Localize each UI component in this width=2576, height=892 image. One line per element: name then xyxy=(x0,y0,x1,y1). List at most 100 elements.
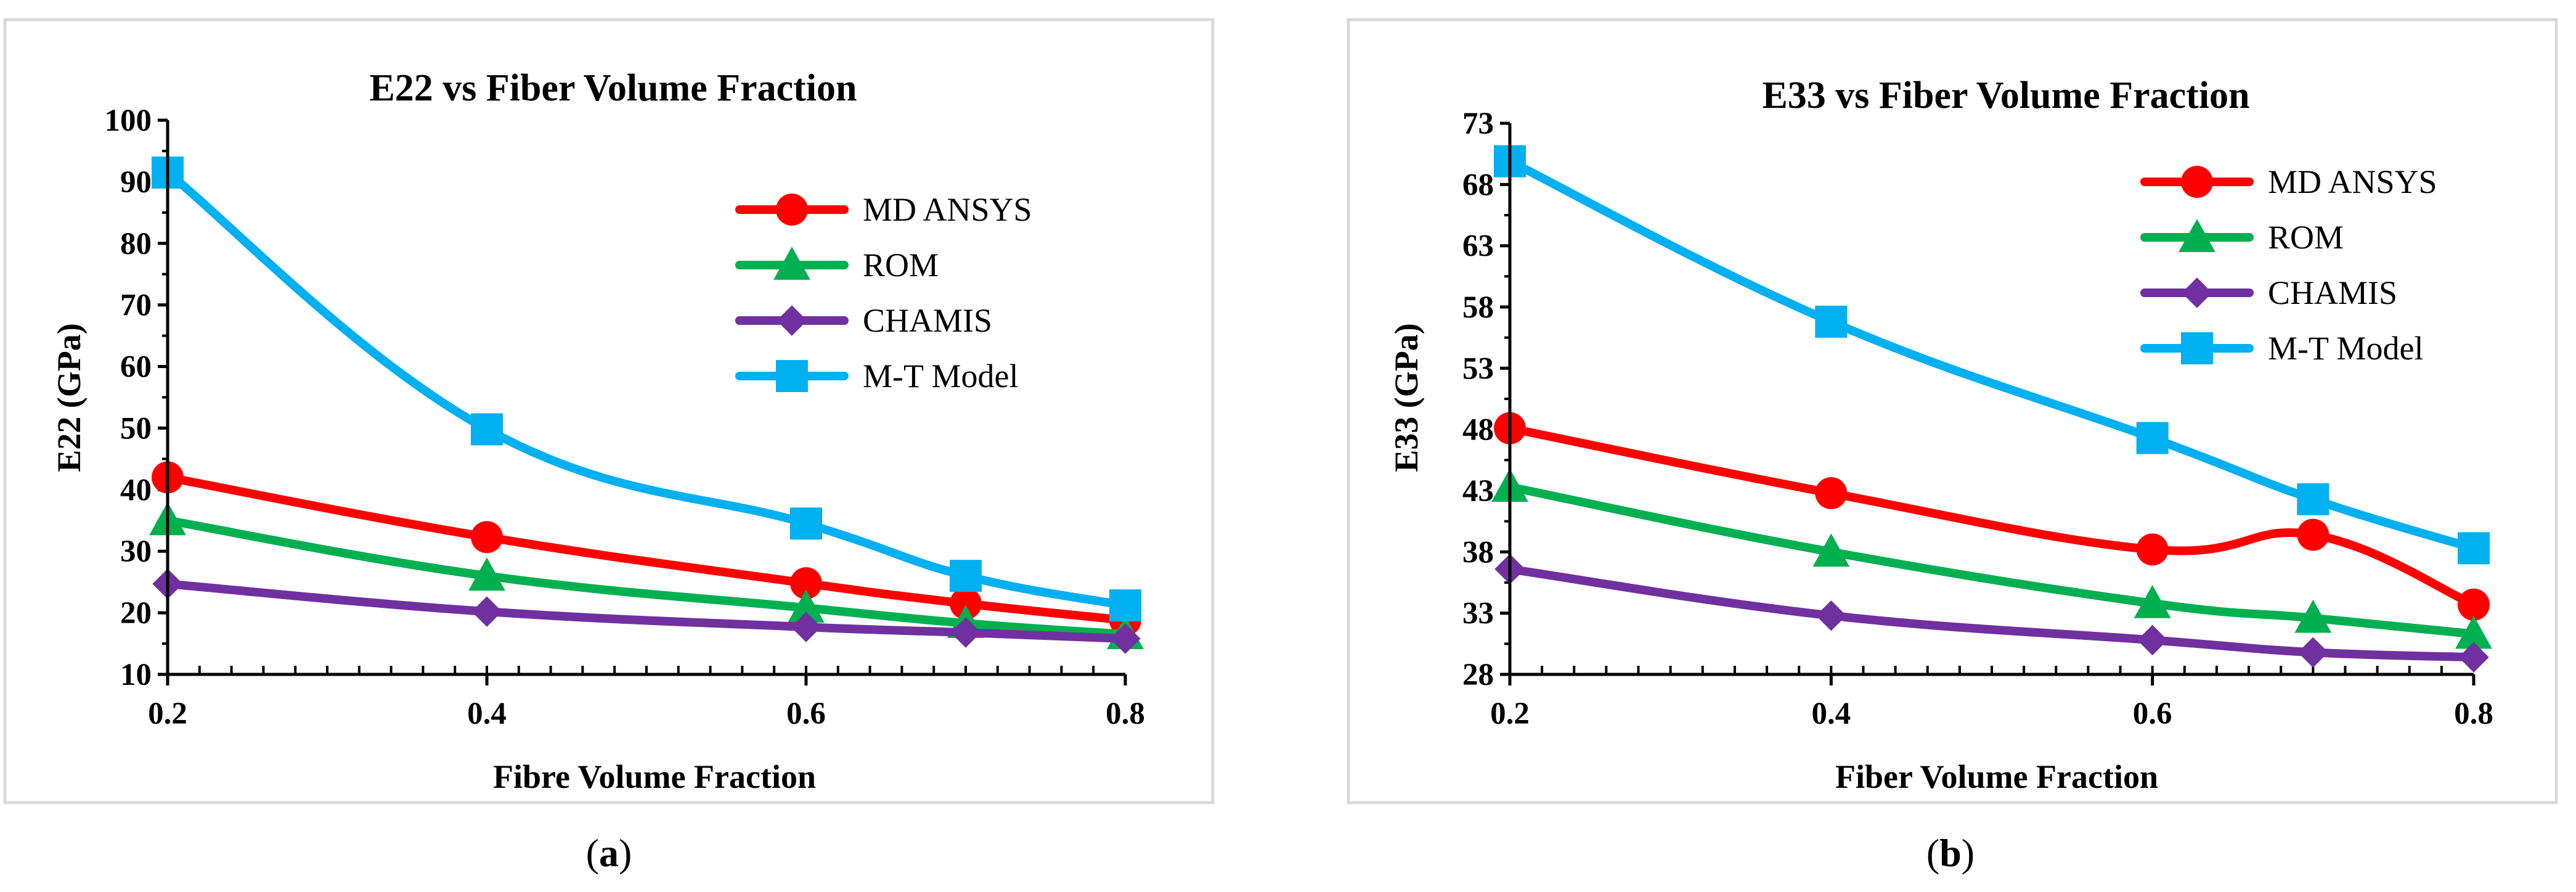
y-tick-label: 60 xyxy=(120,350,152,385)
legend-marker xyxy=(2181,332,2213,364)
y-axis-label-b: E33 (GPa) xyxy=(1388,323,1425,472)
series-line xyxy=(163,516,1130,639)
y-tick-label: 63 xyxy=(1462,229,1494,264)
y-tick-label: 70 xyxy=(120,288,152,323)
x-tick-label: 0.8 xyxy=(2454,697,2493,731)
x-tick-label: 0.6 xyxy=(2133,697,2172,731)
x-ticks-a: 0.2 0.4 0.6 0.8 xyxy=(148,666,1145,731)
legend-label: CHAMIS xyxy=(2268,274,2397,311)
legend-item: MD ANSYS xyxy=(735,191,1032,228)
data-point xyxy=(950,617,981,648)
chart-title-a: E22 vs Fiber Volume Fraction xyxy=(369,67,857,109)
data-point xyxy=(791,612,821,642)
data-point xyxy=(2455,615,2492,649)
y-tick-label: 10 xyxy=(120,658,152,692)
data-point xyxy=(2136,533,2169,566)
caption-a-close: ) xyxy=(619,831,632,875)
legend-marker xyxy=(776,360,808,392)
data-point xyxy=(790,567,822,600)
data-point xyxy=(2297,637,2329,668)
data-point xyxy=(471,596,502,627)
chart-frame-b xyxy=(1347,18,2558,804)
data-point xyxy=(950,587,982,620)
caption-b-open: ( xyxy=(1926,831,1939,875)
data-point xyxy=(471,521,503,554)
y-tick-label: 40 xyxy=(120,473,152,507)
legend-label: MD ANSYS xyxy=(2268,163,2437,200)
legend-item: MD ANSYS xyxy=(2140,163,2437,200)
data-point xyxy=(950,560,982,592)
caption-a-letter: a xyxy=(599,831,619,875)
x-tick-label: 0.8 xyxy=(1106,697,1145,731)
caption-b-close: ) xyxy=(1962,831,1975,875)
chart-panel-b: E33 vs Fiber Volume Fraction 28 33 38 43 48 5… xyxy=(1347,18,2558,804)
legend-item: ROM xyxy=(735,247,939,284)
data-point xyxy=(790,507,822,540)
data-point xyxy=(2458,532,2490,565)
data-point xyxy=(1109,589,1141,622)
legend-item: M-T Model xyxy=(735,358,1019,395)
legend-item: ROM xyxy=(2140,219,2344,256)
series-line xyxy=(163,168,1130,610)
series-line xyxy=(1506,423,2478,609)
legend-item: CHAMIS xyxy=(735,302,992,339)
chart-panel-a: E22 vs Fiber Volume Fraction 10 20 30 40 50 6… xyxy=(3,18,1215,804)
x-tick-label: 0.4 xyxy=(1811,697,1851,731)
y-tick-label: 50 xyxy=(120,411,152,446)
series-line xyxy=(163,579,1130,644)
series-m-t-model xyxy=(1494,145,2490,565)
data-point xyxy=(2134,584,2171,618)
caption-b-letter: b xyxy=(1939,831,1962,875)
legend-label: CHAMIS xyxy=(863,302,992,339)
data-point xyxy=(1110,623,1141,654)
chart-title-b: E33 vs Fiber Volume Fraction xyxy=(1762,75,2249,117)
legend-label: MD ANSYS xyxy=(863,191,1032,228)
legend-label: ROM xyxy=(2268,219,2344,256)
data-point xyxy=(2294,599,2332,633)
caption-a: (a) xyxy=(586,831,632,875)
series-line xyxy=(1506,157,2478,553)
data-point xyxy=(1812,533,1850,567)
legend-label: M-T Model xyxy=(2268,330,2424,367)
data-point xyxy=(468,557,505,591)
series-rom xyxy=(1491,469,2492,649)
y-ticks-b: 28 33 38 43 48 53 58 63 68 73 xyxy=(1462,107,1510,692)
legend-marker xyxy=(776,194,808,226)
data-point xyxy=(2458,642,2489,673)
y-tick-label: 33 xyxy=(1462,597,1494,631)
data-point xyxy=(1815,477,1848,509)
x-tick-label: 0.2 xyxy=(1490,697,1530,731)
series-chamis xyxy=(152,568,1141,654)
y-tick-label: 38 xyxy=(1462,535,1494,570)
y-tick-label: 53 xyxy=(1462,351,1494,386)
y-tick-label: 100 xyxy=(105,104,152,138)
data-point xyxy=(471,413,503,446)
x-axis-label-b: Fiber Volume Fraction xyxy=(1835,758,2158,795)
y-tick-label: 90 xyxy=(120,165,152,200)
series-line xyxy=(163,473,1130,625)
y-tick-label: 68 xyxy=(1462,168,1494,202)
series-line xyxy=(1506,483,2478,639)
data-point xyxy=(2136,422,2169,454)
series-md-ansys xyxy=(152,461,1141,637)
legend-item: CHAMIS xyxy=(2140,274,2397,311)
data-point xyxy=(1815,305,1848,338)
y-tick-label: 58 xyxy=(1462,290,1494,325)
y-tick-label: 43 xyxy=(1462,474,1494,509)
caption-b: (b) xyxy=(1926,831,1975,875)
y-tick-label: 48 xyxy=(1462,413,1494,448)
chart-frame-a xyxy=(3,18,1215,804)
legend-marker xyxy=(773,247,810,280)
x-tick-label: 0.4 xyxy=(467,697,507,731)
x-tick-label: 0.6 xyxy=(786,697,826,731)
legend-marker xyxy=(776,305,807,336)
legend-label: M-T Model xyxy=(863,358,1019,395)
y-axis-label-a: E22 (GPa) xyxy=(51,323,88,472)
series-line xyxy=(1506,565,2478,662)
data-point xyxy=(2297,518,2329,551)
legend-marker xyxy=(2182,277,2212,308)
data-point xyxy=(788,589,825,623)
legend-a: MD ANSYS ROM CHAMIS M-T Model xyxy=(735,191,1032,395)
legend-item: M-T Model xyxy=(2140,330,2424,367)
